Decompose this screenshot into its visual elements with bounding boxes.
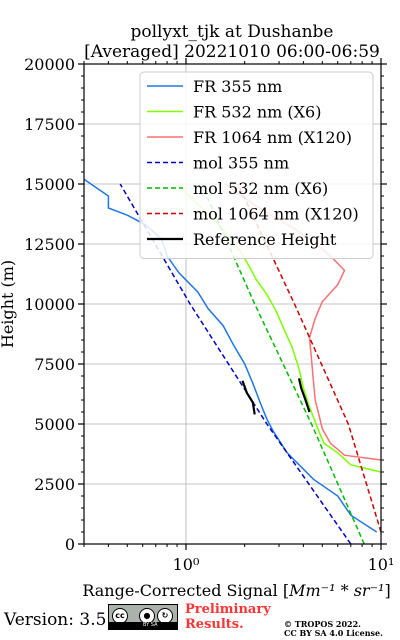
- y-tick-label: 0: [65, 535, 75, 554]
- y-axis-label: Height (m): [0, 260, 17, 348]
- series-line-0: [83, 178, 378, 533]
- chart-plot: 0 2500 5000 7500 10000 12500 15000 17500 20000 10…: [0, 55, 395, 600]
- chart-title-line1: pollyxt_tjk at Dushanbe: [130, 22, 334, 42]
- y-tick-label: 15000: [24, 175, 75, 194]
- legend-label: mol 1064 nm (X120): [193, 205, 359, 224]
- copyright-notice: © TROPOS 2022. CC BY SA 4.0 License.: [284, 620, 383, 638]
- license-badge-text: BY SA: [143, 622, 158, 628]
- x-axis-label: Range-Corrected Signal [Mm⁻¹ * sr⁻¹]: [82, 581, 390, 600]
- y-tick-label: 10000: [24, 295, 75, 314]
- legend-label: FR 355 nm: [193, 77, 282, 96]
- legend-box: [139, 71, 374, 259]
- copyright-line1: © TROPOS 2022.: [284, 619, 361, 629]
- series-line-6-b: [297, 378, 311, 413]
- y-tick-label: 2500: [34, 475, 75, 494]
- legend-label: Reference Height: [193, 230, 337, 249]
- cc-license-badge[interactable]: cc ● ↻ BY SA: [108, 604, 178, 630]
- preliminary-line1: Preliminary: [185, 602, 271, 617]
- series-line-6: [241, 380, 256, 415]
- version-label: Version: 3.5: [4, 610, 107, 630]
- legend-label: FR 532 nm (X6): [193, 103, 321, 122]
- x-tick-label: 10⁰: [173, 555, 200, 574]
- y-tick-label: 20000: [24, 55, 75, 74]
- license-badge-bar: BY SA: [109, 622, 177, 629]
- y-tick-label: 5000: [34, 415, 75, 434]
- preliminary-notice: Preliminary Results.: [185, 602, 271, 632]
- series-line-3: [119, 183, 352, 545]
- chart-title-line2: [Averaged] 20221010 06:00-06:59: [84, 42, 380, 62]
- legend-label: mol 355 nm: [193, 154, 289, 173]
- copyright-line2: CC BY SA 4.0 License.: [284, 628, 383, 638]
- y-tick-label: 7500: [34, 355, 75, 374]
- y-tick-label: 12500: [24, 235, 75, 254]
- preliminary-line2: Results.: [185, 617, 244, 632]
- legend-label: mol 532 nm (X6): [193, 179, 328, 198]
- x-tick-label: 10¹: [368, 555, 395, 574]
- legend-label: FR 1064 nm (X120): [193, 128, 352, 147]
- y-tick-label: 17500: [24, 115, 75, 134]
- series-line-5: [237, 183, 382, 533]
